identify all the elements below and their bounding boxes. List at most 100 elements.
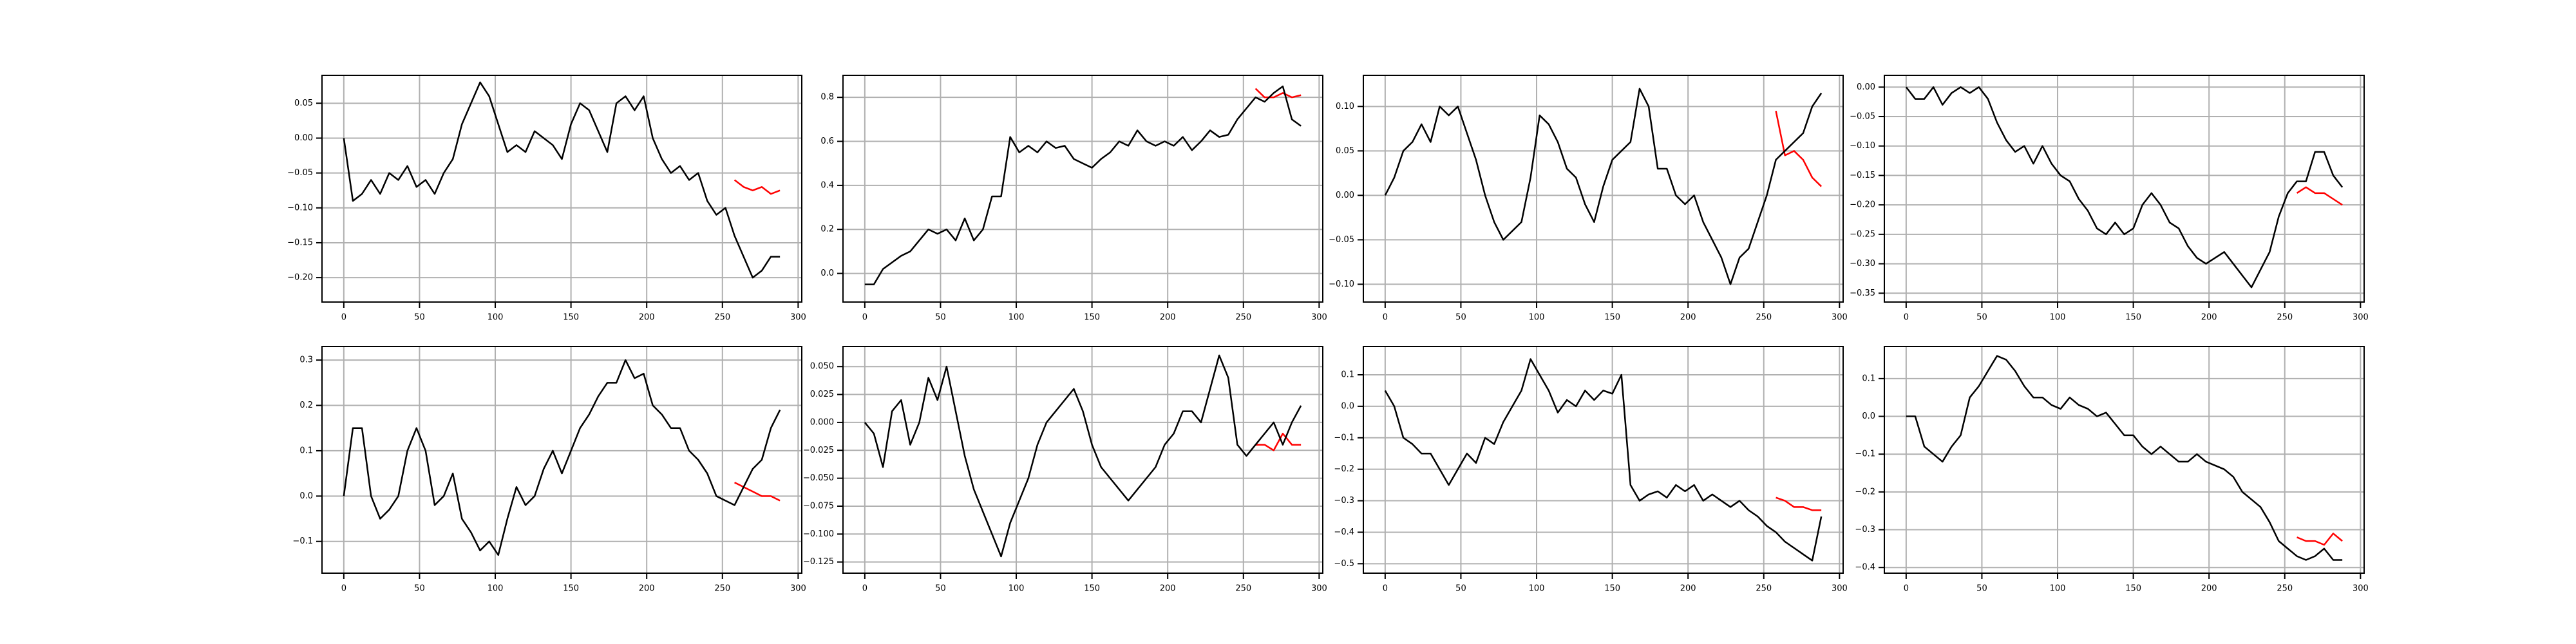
x-tick-label: 100 — [1529, 313, 1545, 323]
y-tick-label: −0.100 — [803, 529, 834, 539]
y-tick-label: −0.10 — [1329, 279, 1354, 289]
y-tick-label: 0.0 — [299, 491, 313, 501]
y-tick-label: −0.5 — [1334, 559, 1354, 569]
y-tick-label: 0.05 — [294, 99, 313, 108]
y-tick-label: −0.35 — [1850, 289, 1875, 298]
x-tick-label: 300 — [790, 584, 806, 594]
x-tick-label: 100 — [1009, 584, 1025, 594]
x-tick-label: 300 — [1311, 584, 1327, 594]
data-line — [734, 482, 781, 502]
y-tick-label: 0.2 — [820, 225, 834, 234]
x-tick-label: 0 — [341, 313, 346, 323]
x-tick-label: 50 — [1455, 313, 1466, 323]
y-tick-label: −0.05 — [1329, 235, 1354, 245]
y-tick-label: 0.050 — [810, 362, 834, 372]
data-line — [864, 85, 1302, 285]
data-line — [2297, 533, 2343, 546]
y-tick-label: −0.2 — [1855, 487, 1875, 497]
y-tick-label: 0.8 — [820, 93, 834, 102]
y-tick-label: 0.000 — [810, 417, 834, 427]
axes-frame — [1884, 75, 2365, 303]
y-tick-label: 0.1 — [1862, 374, 1875, 383]
y-tick-label: −0.10 — [287, 203, 313, 213]
y-tick-label: −0.075 — [803, 501, 834, 511]
axes-frame — [321, 346, 802, 574]
x-tick-label: 150 — [563, 584, 579, 594]
y-tick-label: 0.2 — [299, 401, 313, 410]
x-tick-label: 0 — [1383, 313, 1388, 323]
x-tick-label: 0 — [1904, 584, 1909, 594]
x-tick-label: 200 — [639, 313, 655, 323]
x-tick-label: 0 — [1383, 584, 1388, 594]
x-tick-label: 150 — [1084, 313, 1100, 323]
x-tick-label: 200 — [1160, 313, 1176, 323]
plot-area — [1363, 346, 1843, 573]
data-line — [1384, 88, 1823, 285]
data-line — [734, 179, 781, 195]
y-tick-label: −0.125 — [803, 557, 834, 567]
y-tick-label: −0.20 — [1850, 200, 1875, 210]
data-line — [1906, 355, 2343, 561]
x-tick-label: 200 — [1160, 584, 1176, 594]
y-tick-label: −0.30 — [1850, 259, 1875, 269]
subplot: 0 50 100 150 200 250 300 −0.4 −0.3 −0.2 −0.1 0.0 0.1 — [1855, 346, 2369, 594]
y-tick-label: 0.00 — [1857, 82, 1875, 92]
x-tick-label: 100 — [488, 584, 504, 594]
y-tick-label: −0.1 — [1334, 433, 1354, 442]
y-tick-label: 0.1 — [1341, 370, 1354, 380]
x-tick-label: 150 — [563, 313, 579, 323]
data-line — [1384, 358, 1823, 562]
y-tick-label: 0.025 — [810, 390, 834, 399]
x-tick-label: 50 — [935, 313, 946, 323]
y-tick-label: 0.6 — [820, 137, 834, 146]
x-tick-label: 100 — [488, 313, 504, 323]
x-tick-label: 50 — [935, 584, 946, 594]
axes-frame — [321, 75, 802, 303]
data-line — [2296, 186, 2343, 206]
y-tick-label: 0.4 — [820, 180, 834, 190]
data-line — [1255, 433, 1302, 451]
y-tick-label: −0.20 — [287, 273, 313, 283]
x-tick-label: 100 — [2050, 313, 2066, 323]
axes-frame — [1363, 75, 1844, 303]
y-tick-label: 0.1 — [299, 446, 313, 455]
x-tick-label: 250 — [2277, 584, 2293, 594]
x-tick-label: 300 — [2353, 584, 2369, 594]
y-tick-label: −0.15 — [1850, 171, 1875, 180]
x-tick-label: 100 — [1009, 313, 1025, 323]
data-line — [343, 359, 781, 556]
x-tick-label: 0 — [1904, 313, 1909, 323]
y-tick-label: −0.25 — [1850, 229, 1875, 239]
x-tick-label: 250 — [2277, 313, 2293, 323]
axes-frame — [1884, 346, 2365, 574]
y-tick-label: 0.05 — [1336, 146, 1354, 156]
data-line — [1775, 110, 1823, 187]
x-tick-label: 50 — [1455, 584, 1466, 594]
subplot: 0 50 100 150 200 250 300 −0.5 −0.4 −0.3 −0.2 −0.1 0.… — [1334, 346, 1848, 594]
y-tick-label: −0.05 — [1850, 112, 1875, 122]
y-tick-label: −0.1 — [292, 536, 313, 546]
x-tick-label: 50 — [414, 584, 425, 594]
x-tick-label: 300 — [1832, 584, 1848, 594]
plot-area — [322, 346, 802, 573]
x-tick-label: 250 — [1235, 313, 1251, 323]
x-tick-label: 150 — [1604, 584, 1620, 594]
y-tick-label: −0.1 — [1855, 450, 1875, 459]
x-tick-label: 50 — [414, 313, 425, 323]
plot-area — [843, 75, 1323, 302]
x-tick-label: 0 — [862, 584, 867, 594]
subplot: 0 50 100 150 200 250 300 −0.35 −0.30 −0.25 −0.20 −0… — [1850, 75, 2369, 323]
x-tick-label: 300 — [1311, 313, 1327, 323]
subplot: 0 50 100 150 200 250 300 −0.1 0.0 0.1 0.2 0.3 — [292, 346, 806, 594]
plot-area — [843, 346, 1323, 573]
data-line — [343, 81, 781, 279]
x-tick-label: 200 — [2201, 313, 2217, 323]
y-tick-label: −0.2 — [1334, 464, 1354, 474]
y-tick-label: 0.3 — [299, 355, 313, 365]
y-tick-label: 0.0 — [820, 269, 834, 278]
x-tick-label: 150 — [2125, 313, 2141, 323]
x-tick-label: 100 — [2050, 584, 2066, 594]
y-tick-label: −0.15 — [287, 238, 313, 247]
x-tick-label: 300 — [1832, 313, 1848, 323]
